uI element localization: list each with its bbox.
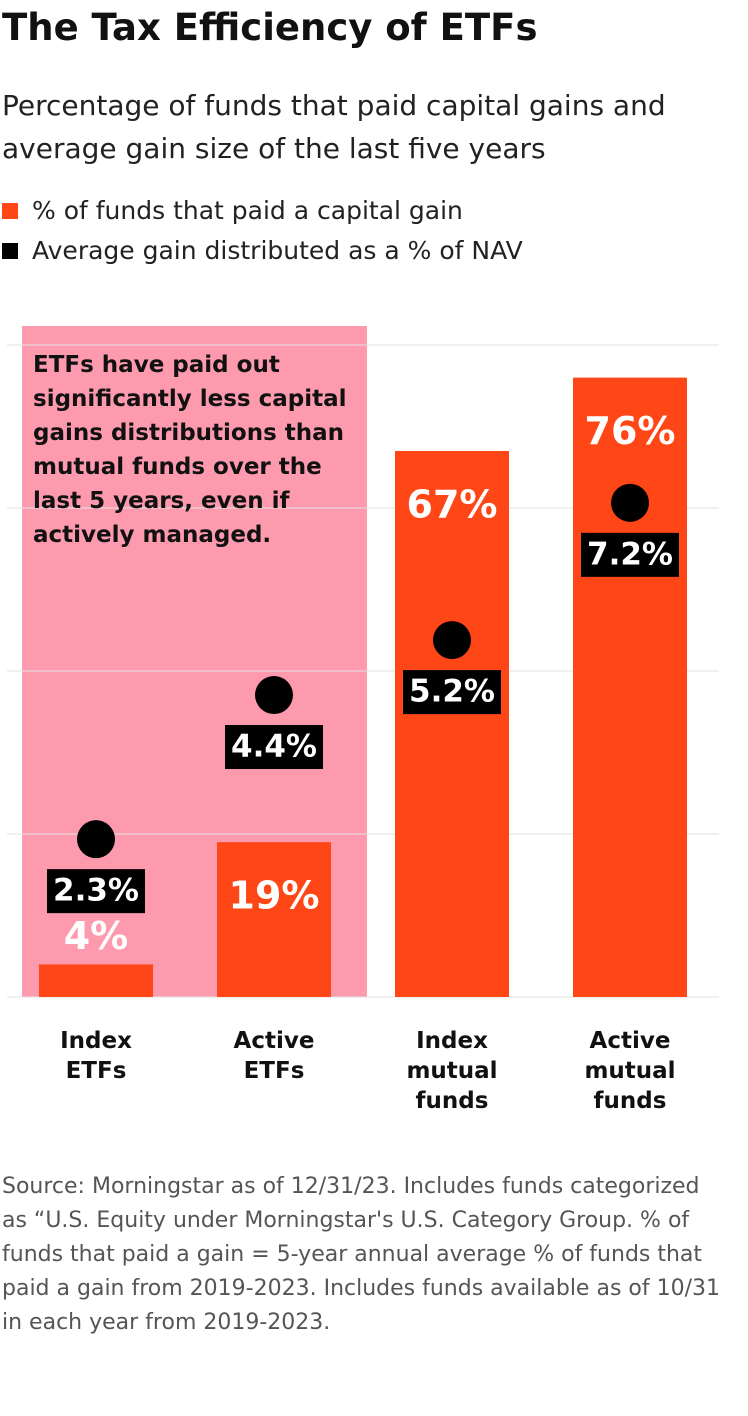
annotation: ETFs have paid out significantly less ca… bbox=[33, 352, 347, 548]
value-label: 4% bbox=[64, 914, 129, 958]
bar bbox=[39, 964, 153, 997]
x-tick-label: Index ETFs bbox=[60, 1028, 132, 1084]
x-tick-label: Active mutual funds bbox=[584, 1028, 676, 1114]
value-label-bg bbox=[225, 725, 323, 770]
source-note: Source: Morningstar as of 12/31/23. Incl… bbox=[2, 1174, 720, 1335]
legend-label: Average gain distributed as a % of NAV bbox=[32, 236, 523, 265]
legend-swatch bbox=[2, 242, 18, 259]
subtitle: Percentage of funds that paid capital ga… bbox=[2, 89, 666, 165]
legend-entry: Average gain distributed as a % of NAV bbox=[2, 236, 523, 265]
x-tick-label: Active ETFs bbox=[233, 1028, 315, 1084]
dot bbox=[77, 820, 115, 859]
dot bbox=[611, 483, 649, 522]
value-label: 4.4% bbox=[231, 729, 317, 765]
dot bbox=[433, 621, 471, 660]
legend-swatch bbox=[2, 202, 18, 219]
value-label: 2.3% bbox=[53, 873, 139, 909]
legend-entry: % of funds that paid a capital gain bbox=[2, 196, 463, 225]
value-label-bg bbox=[581, 532, 679, 577]
value-label: 5.2% bbox=[409, 674, 495, 710]
value-label: 76% bbox=[585, 409, 676, 453]
bar bbox=[573, 377, 687, 998]
value-label-bg bbox=[403, 670, 501, 715]
value-label: 7.2% bbox=[587, 536, 673, 572]
x-tick-label: Index mutual funds bbox=[406, 1028, 498, 1114]
value-label-bg bbox=[47, 869, 145, 914]
value-label: 19% bbox=[229, 874, 320, 918]
chart-title: The Tax Efficiency of ETFs bbox=[2, 6, 538, 49]
bar bbox=[217, 842, 331, 997]
bar bbox=[395, 450, 509, 997]
value-label: 67% bbox=[407, 482, 498, 526]
legend-label: % of funds that paid a capital gain bbox=[32, 196, 463, 225]
dot bbox=[255, 676, 293, 715]
